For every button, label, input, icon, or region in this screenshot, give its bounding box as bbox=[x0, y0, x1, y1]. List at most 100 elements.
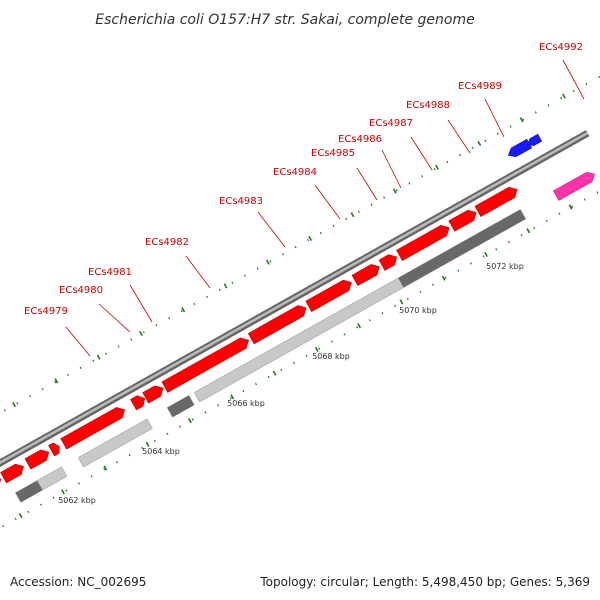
kbp-label-5068: 5068 kbp bbox=[312, 352, 350, 361]
tick-lower bbox=[269, 260, 272, 263]
tick-upper bbox=[65, 489, 68, 492]
tick-lower bbox=[471, 146, 474, 150]
gene-label-ecs4986: ECs4986 bbox=[338, 134, 382, 145]
label-leader-7 bbox=[381, 149, 402, 189]
tick-lower bbox=[395, 189, 398, 192]
tick-lower bbox=[307, 238, 310, 242]
tick-lower bbox=[319, 231, 322, 235]
tick-major-upper bbox=[399, 299, 404, 305]
gene-arrow-4 bbox=[48, 442, 60, 457]
kbp-label-5070: 5070 kbp bbox=[399, 306, 437, 315]
tick-lower bbox=[547, 104, 550, 107]
tick-upper bbox=[533, 226, 536, 230]
tick-lower bbox=[572, 89, 575, 93]
gene-label-ecs4989: ECs4989 bbox=[458, 81, 502, 92]
tick-major-upper bbox=[441, 275, 446, 281]
tick-lower bbox=[345, 217, 348, 221]
gene-arrow-15 bbox=[474, 186, 518, 218]
tick-lower bbox=[243, 274, 247, 277]
tick-lower bbox=[218, 288, 221, 291]
tick-major-upper bbox=[484, 251, 488, 258]
label-leader-8 bbox=[410, 136, 433, 171]
tick-lower bbox=[130, 338, 133, 341]
backbone-inner bbox=[0, 131, 589, 507]
tick-upper bbox=[394, 304, 397, 308]
tick-major-upper bbox=[18, 512, 23, 519]
tick-lower bbox=[155, 324, 158, 327]
tick-lower bbox=[496, 132, 499, 135]
kbp-label-5064: 5064 kbp bbox=[142, 447, 180, 456]
tick-upper bbox=[103, 468, 106, 471]
gene-arrow-3 bbox=[24, 449, 50, 470]
gene-label-ecs4982: ECs4982 bbox=[145, 237, 189, 248]
similarity-block-0 bbox=[15, 480, 43, 503]
map-title: Escherichia coli O157:H7 str. Sakai, com… bbox=[95, 12, 474, 28]
tick-major-upper bbox=[526, 228, 531, 234]
label-leaders bbox=[65, 59, 585, 357]
tick-upper bbox=[545, 219, 548, 223]
gene-arrow-11 bbox=[351, 264, 380, 287]
gene-features bbox=[0, 133, 595, 499]
kbp-label-5072: 5072 kbp bbox=[486, 262, 524, 271]
label-leader-0 bbox=[65, 326, 91, 357]
tick-major-lower bbox=[435, 164, 439, 170]
label-leader-11 bbox=[562, 59, 585, 100]
kbp-scale-labels: 5062 kbp 5064 kbp 5066 kbp 5068 kbp 5070… bbox=[58, 262, 524, 505]
tick-lower bbox=[231, 281, 234, 284]
label-leader-2 bbox=[129, 284, 153, 323]
tick-upper bbox=[40, 503, 43, 506]
similarity-block-2 bbox=[77, 418, 153, 468]
label-leader-5 bbox=[314, 184, 341, 220]
tick-upper bbox=[141, 446, 144, 450]
backbone-track bbox=[0, 130, 590, 509]
tick-major-lower bbox=[350, 212, 355, 218]
tick-major-lower bbox=[562, 93, 566, 99]
gene-label-ecs4988: ECs4988 bbox=[406, 100, 450, 111]
tick-lower bbox=[433, 168, 436, 171]
gene-arrow-8 bbox=[161, 337, 249, 393]
tick-lower bbox=[117, 345, 120, 348]
gene-arrow-6 bbox=[130, 395, 146, 411]
tick-major-upper bbox=[230, 394, 235, 400]
tick-upper bbox=[153, 439, 156, 443]
tick-lower bbox=[458, 153, 461, 157]
tick-lower bbox=[193, 302, 196, 306]
label-leader-6 bbox=[356, 167, 378, 201]
tick-upper bbox=[27, 510, 30, 514]
tick-upper bbox=[2, 524, 5, 528]
tick-lower bbox=[16, 402, 19, 405]
tick-lower bbox=[66, 373, 69, 377]
tick-major-lower bbox=[181, 307, 186, 313]
tick-upper bbox=[596, 191, 599, 194]
gene-label-ecs4984: ECs4984 bbox=[273, 167, 317, 178]
label-leader-4 bbox=[257, 211, 286, 248]
tick-lower bbox=[294, 246, 297, 249]
tick-upper bbox=[343, 333, 346, 336]
tick-upper bbox=[292, 361, 295, 364]
tick-upper bbox=[204, 411, 207, 414]
tick-lower bbox=[357, 210, 360, 213]
tick-major-upper bbox=[61, 489, 65, 495]
label-leader-9 bbox=[447, 119, 471, 154]
gene-label-ecs4979: ECs4979 bbox=[24, 306, 68, 317]
label-leader-3 bbox=[185, 255, 211, 289]
tick-upper bbox=[229, 397, 232, 400]
accession-label: Accession: NC_002695 bbox=[10, 575, 146, 589]
tick-upper bbox=[495, 248, 498, 251]
similarity-block-1 bbox=[36, 466, 68, 491]
similarity-blocks bbox=[15, 209, 526, 503]
gene-label-ecs4987: ECs4987 bbox=[369, 118, 413, 129]
gene-arrow-12 bbox=[378, 254, 398, 271]
tick-lower bbox=[79, 366, 82, 370]
tick-major-lower bbox=[12, 402, 17, 408]
gene-label-ecs4983: ECs4983 bbox=[219, 196, 263, 207]
tick-upper bbox=[90, 475, 93, 478]
gene-arrow-2 bbox=[0, 463, 24, 484]
tick-lower bbox=[421, 175, 424, 178]
gene-feature-blue-1 bbox=[507, 138, 533, 158]
tick-lower bbox=[332, 224, 335, 228]
gene-label-ecs4981: ECs4981 bbox=[88, 267, 132, 278]
tick-upper bbox=[368, 319, 371, 322]
